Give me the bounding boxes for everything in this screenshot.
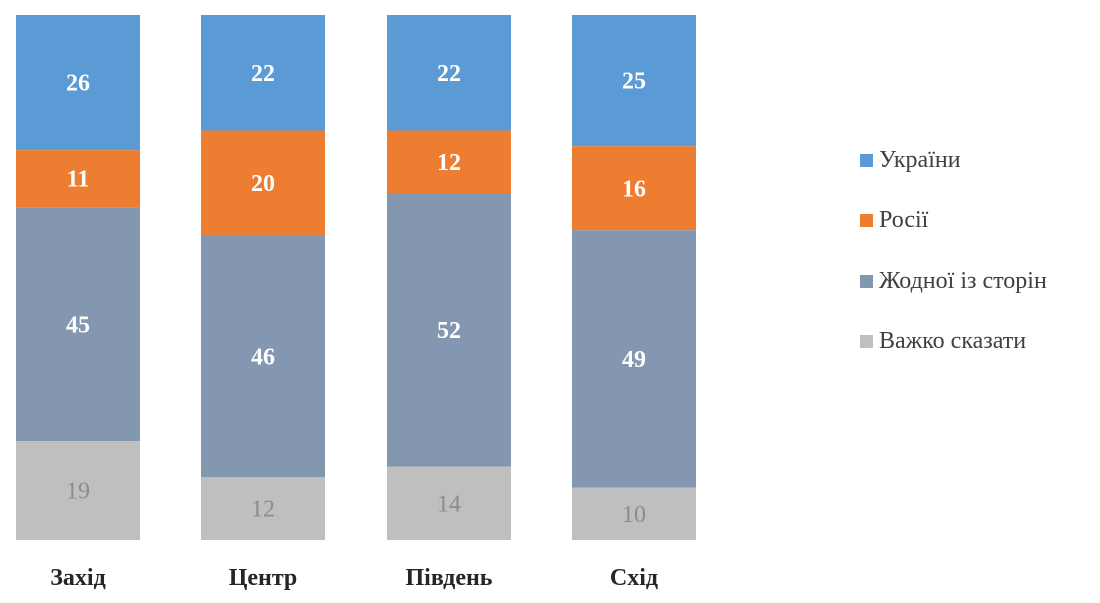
data-label: 14	[437, 491, 461, 517]
bar-segment	[16, 150, 140, 208]
data-label: 16	[622, 176, 646, 202]
bar-segment	[572, 146, 696, 231]
data-label: 11	[67, 167, 90, 193]
bar-segment	[16, 441, 140, 540]
legend: України Росії Жодної із сторін Важко сказат…	[860, 145, 1047, 387]
data-label: 26	[66, 71, 90, 97]
legend-item: Жодної із сторін	[860, 266, 1047, 296]
legend-item: Росії	[860, 206, 1047, 236]
bar-segment	[16, 207, 140, 442]
legend-label: України	[879, 146, 961, 173]
category-label: Схід	[610, 565, 658, 591]
legend-item: України	[860, 145, 1047, 175]
legend-label: Важко сказати	[879, 328, 1027, 354]
data-label: 19	[66, 479, 90, 505]
bar-segment	[572, 487, 696, 540]
plot-area: 26 11 45 19 22 20 46 12 22 12 52 14 25 16 49 10	[16, 15, 696, 540]
legend-swatch	[860, 335, 873, 348]
bar-segment	[201, 235, 325, 477]
category-axis: Захід Центр Південь Схід	[50, 565, 658, 591]
data-label: 22	[437, 61, 461, 87]
data-label: 46	[251, 344, 275, 370]
data-label: 20	[251, 171, 275, 197]
data-label: 52	[437, 318, 461, 344]
data-label: 12	[437, 150, 461, 176]
legend-label: Росії	[879, 207, 929, 233]
legend-item: Важко сказати	[860, 327, 1047, 357]
bar-segment	[387, 15, 511, 131]
bar-segment	[201, 477, 325, 540]
data-label: 10	[622, 502, 646, 528]
bar-segment	[387, 130, 511, 194]
legend-swatch	[860, 153, 873, 167]
bar-segment	[201, 15, 325, 131]
bar-segment	[16, 15, 140, 151]
data-label: 49	[622, 347, 646, 373]
category-label: Центр	[229, 565, 298, 591]
bar-segment	[387, 193, 511, 467]
bar-segment	[201, 130, 325, 236]
data-label: 45	[66, 312, 90, 338]
data-label: 12	[251, 497, 275, 523]
data-label: 25	[622, 69, 646, 95]
legend-swatch	[860, 274, 873, 288]
data-label: 22	[251, 61, 275, 87]
bar-segment	[572, 15, 696, 147]
category-label: Захід	[50, 565, 105, 591]
bar-segment	[572, 230, 696, 488]
legend-label: Жодної із сторін	[879, 267, 1047, 294]
category-label: Південь	[405, 565, 492, 591]
bar-segment	[387, 466, 511, 540]
legend-swatch	[860, 214, 873, 227]
